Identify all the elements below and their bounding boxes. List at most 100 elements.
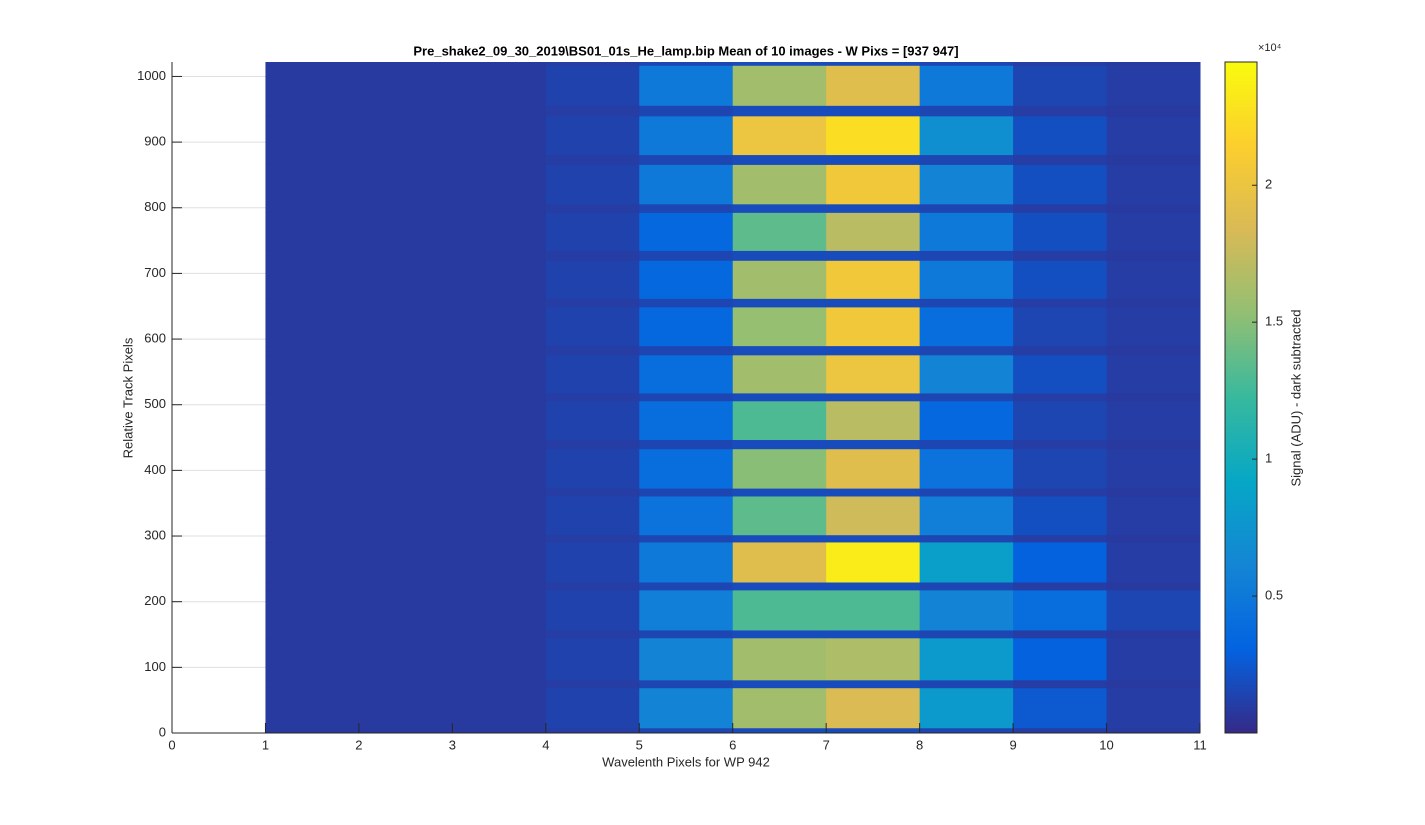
heatmap-cell xyxy=(826,154,921,165)
heatmap-cell xyxy=(358,105,453,117)
colorbar-label: Signal (ADU) - dark subtracted xyxy=(1288,309,1303,486)
heatmap-cell xyxy=(639,354,734,394)
heatmap-cell xyxy=(919,298,1014,308)
heatmap-cell xyxy=(265,62,360,66)
heatmap-cell xyxy=(1106,105,1201,117)
heatmap-cell xyxy=(732,105,827,117)
heatmap-cell xyxy=(732,392,827,402)
heatmap-cell xyxy=(1013,541,1108,583)
heatmap-cell xyxy=(826,448,921,489)
heatmap-cell xyxy=(452,637,547,681)
x-tick-label: 4 xyxy=(542,737,549,752)
heatmap-cell xyxy=(826,298,921,308)
heatmap-cell xyxy=(452,534,547,543)
heatmap-cell xyxy=(545,298,640,308)
heatmap-cell xyxy=(1106,62,1201,66)
heatmap-cell xyxy=(265,534,360,543)
heatmap-cell xyxy=(358,260,453,299)
heatmap-cell xyxy=(732,400,827,441)
heatmap-cell xyxy=(826,581,921,591)
heatmap-cell xyxy=(1013,629,1108,639)
heatmap-cell xyxy=(639,495,734,536)
heatmap-cell xyxy=(826,164,921,205)
heatmap-cell xyxy=(919,154,1014,165)
colorbar-tick-label: 1.5 xyxy=(1265,314,1283,329)
heatmap-cell xyxy=(452,392,547,402)
heatmap-cell xyxy=(358,65,453,106)
heatmap-cell xyxy=(452,250,547,261)
y-tick-label: 1000 xyxy=(137,68,166,83)
y-tick-label: 200 xyxy=(144,593,166,608)
heatmap-cell xyxy=(1106,154,1201,165)
heatmap-cell xyxy=(639,581,734,591)
heatmap-cell xyxy=(358,400,453,441)
heatmap-cell xyxy=(452,154,547,165)
heatmap-cell xyxy=(545,212,640,251)
heatmap-cell xyxy=(919,589,1014,631)
heatmap-cell xyxy=(919,345,1014,356)
heatmap-cell xyxy=(452,62,547,66)
heatmap-cell xyxy=(1013,105,1108,117)
heatmap-cell xyxy=(1106,354,1201,394)
heatmap-cell xyxy=(639,589,734,631)
heatmap-cell xyxy=(732,679,827,689)
heatmap-cell xyxy=(732,448,827,489)
heatmap-cell xyxy=(265,65,360,106)
y-tick-label: 0 xyxy=(159,724,166,739)
heatmap-cell xyxy=(452,727,547,734)
heatmap-cell xyxy=(639,306,734,347)
heatmap-cell xyxy=(358,495,453,536)
heatmap-cell xyxy=(919,541,1014,583)
heatmap-cell xyxy=(358,203,453,213)
heatmap-cell xyxy=(732,298,827,308)
x-tick-label: 8 xyxy=(916,737,923,752)
heatmap-cell xyxy=(452,260,547,299)
heatmap-cell xyxy=(1013,345,1108,356)
heatmap-cell xyxy=(919,354,1014,394)
heatmap-cell xyxy=(1013,534,1108,543)
heatmap-cell xyxy=(919,306,1014,347)
heatmap-cell xyxy=(265,260,360,299)
heatmap-cell xyxy=(265,687,360,729)
heatmap-cell xyxy=(545,589,640,631)
heatmap-cell xyxy=(919,495,1014,536)
heatmap-cell xyxy=(732,212,827,251)
heatmap-cell xyxy=(639,154,734,165)
heatmap-cell xyxy=(265,345,360,356)
heatmap-cell xyxy=(1106,679,1201,689)
heatmap-cell xyxy=(639,345,734,356)
heatmap-cell xyxy=(452,581,547,591)
heatmap-cell xyxy=(265,212,360,251)
heatmap-cell xyxy=(1106,488,1201,497)
heatmap-cell xyxy=(732,541,827,583)
heatmap-cell xyxy=(265,298,360,308)
heatmap-cell xyxy=(1013,298,1108,308)
heatmap-cell xyxy=(1013,250,1108,261)
heatmap-cell xyxy=(358,298,453,308)
heatmap-cell xyxy=(826,250,921,261)
colorbar-exponent: ×10⁴ xyxy=(1258,42,1282,54)
heatmap-cell xyxy=(545,306,640,347)
heatmap-cell xyxy=(452,298,547,308)
chart-title: Pre_shake2_09_30_2019\BS01_01s_He_lamp.b… xyxy=(413,43,958,58)
heatmap-cell xyxy=(826,260,921,299)
x-tick-label: 0 xyxy=(168,737,175,752)
heatmap-cell xyxy=(358,439,453,450)
heatmap-cell xyxy=(826,727,921,734)
heatmap-cell xyxy=(358,345,453,356)
heatmap-cell xyxy=(545,488,640,497)
heatmap-cell xyxy=(919,581,1014,591)
heatmap-cell xyxy=(639,439,734,450)
heatmap-cell xyxy=(545,354,640,394)
y-tick-label: 300 xyxy=(144,527,166,542)
x-tick-label: 10 xyxy=(1099,737,1113,752)
heatmap-cell xyxy=(1013,439,1108,450)
heatmap-cell xyxy=(358,727,453,734)
heatmap-cell xyxy=(545,448,640,489)
heatmap-cell xyxy=(452,448,547,489)
y-tick-label: 900 xyxy=(144,134,166,149)
heatmap-cell xyxy=(732,589,827,631)
colorbar-tick-label: 0.5 xyxy=(1265,587,1283,602)
x-tick-label: 11 xyxy=(1193,737,1207,752)
x-tick-label: 6 xyxy=(729,737,736,752)
